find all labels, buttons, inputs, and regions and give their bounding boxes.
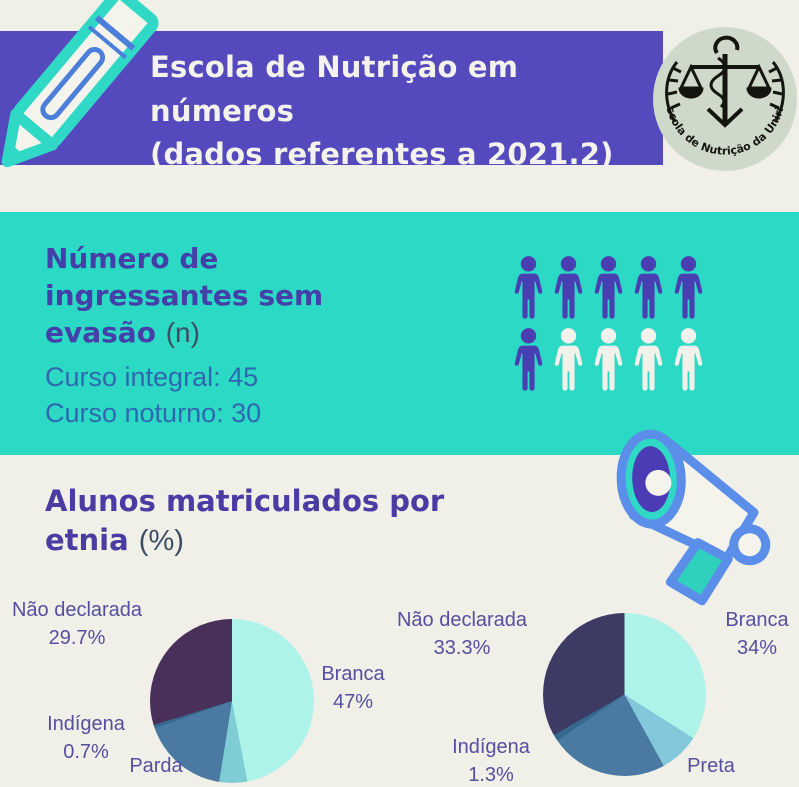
person-icon	[634, 328, 663, 391]
pie-right-label-indigena: Indígena 1.3%	[452, 736, 530, 786]
megaphone-icon	[616, 429, 771, 606]
pie-right-label-preta: Preta	[687, 755, 735, 777]
page-title: Escola de Nutrição em números (dados ref…	[150, 46, 663, 177]
ingressantes-heading-line2: ingressantes sem	[45, 279, 324, 313]
person-icon	[514, 328, 543, 391]
person-icon	[634, 256, 663, 319]
etnia-heading-line2: etnia (%)	[45, 523, 184, 558]
page-title-line2: (dados referentes a 2021.2)	[150, 137, 614, 171]
person-icon	[554, 328, 583, 391]
person-icon	[514, 256, 543, 319]
page-title-line1: Escola de Nutrição em números	[150, 50, 519, 128]
curso-integral-value: Curso integral: 45	[45, 362, 259, 392]
pie-left-label-branca: Branca 47%	[321, 663, 385, 713]
etnia-heading-suffix: (%)	[138, 525, 184, 558]
etnia-heading-line1: Alunos matriculados por	[45, 484, 445, 518]
curso-stats: Curso integral: 45 Curso noturno: 30	[45, 359, 261, 431]
pie-left-label-parda: Parda	[129, 755, 183, 777]
pie-chart-etnia-right	[543, 613, 706, 776]
ingressantes-heading: Número de ingressantes sem evasão (n)	[45, 240, 323, 352]
ingressantes-heading-suffix: (n)	[165, 317, 200, 349]
etnia-section-heading: Alunos matriculados por etnia (%)	[45, 482, 444, 561]
pencil-icon	[1, 0, 159, 168]
ingressantes-heading-line1: Número de	[45, 242, 219, 275]
students-pictogram	[510, 256, 710, 400]
person-icon	[674, 256, 703, 319]
school-logo: Escola de Nutrição da Unirio	[647, 14, 799, 174]
pie-left-label-nao-declarada: Não declarada 29.7%	[11, 599, 143, 649]
pie-right-label-branca: Branca 34%	[725, 609, 789, 659]
person-icon	[594, 328, 623, 391]
pie-chart-etnia-left	[150, 619, 314, 783]
logo-emblem	[665, 35, 785, 128]
person-icon	[674, 328, 703, 391]
header-banner: Escola de Nutrição em números (dados ref…	[0, 31, 663, 171]
curso-noturno-value: Curso noturno: 30	[45, 398, 262, 429]
ingressantes-heading-line3: evasão (n)	[45, 316, 200, 350]
person-icon	[554, 256, 583, 319]
ingressantes-section: Número de ingressantes sem evasão (n) Cu…	[0, 212, 799, 455]
pie-right-label-nao-declarada: Não declarada 33.3%	[396, 609, 528, 659]
pie-left-label-indigena: Indígena 0.7%	[47, 713, 125, 763]
person-icon	[594, 256, 623, 319]
